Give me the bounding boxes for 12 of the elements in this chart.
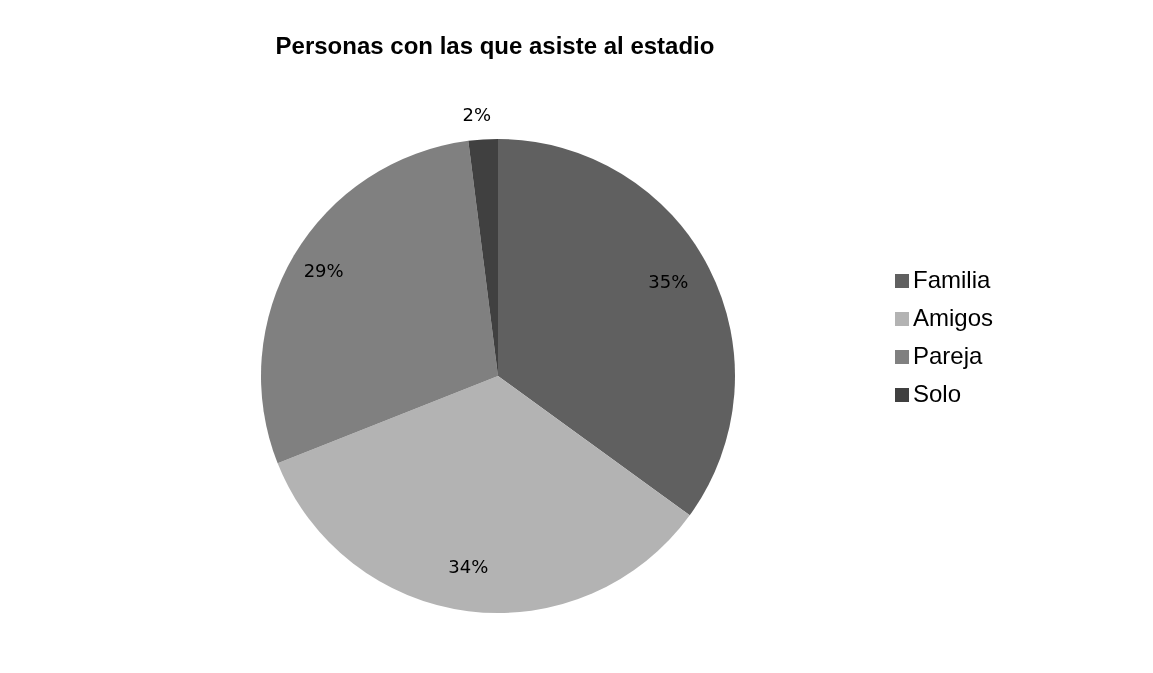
pie-slice [261,140,498,464]
pie-slice [277,376,690,613]
pie-slice [498,139,735,516]
legend-label: Solo [912,379,962,407]
data-label: 29% [303,260,344,282]
legend-label: Familia [912,265,991,293]
data-label: 2% [462,104,492,126]
legend-label: Amigos [912,303,993,331]
chart-title: Personas con las que asiste al estadio [274,32,716,60]
legend-label: Pareja [912,341,983,369]
data-label: 34% [448,555,489,577]
data-label: 35% [648,271,689,293]
